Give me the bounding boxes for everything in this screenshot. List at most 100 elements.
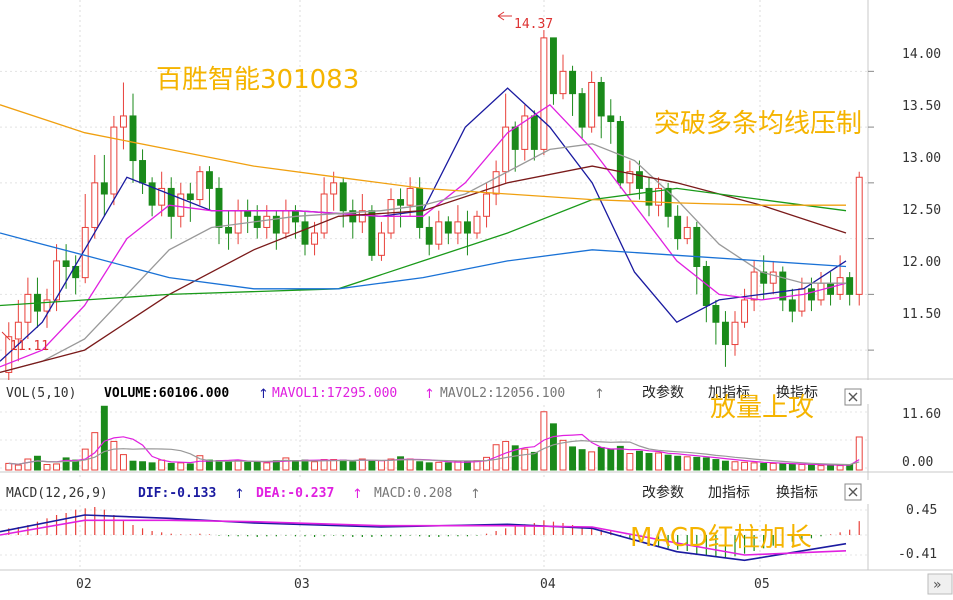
candle-body bbox=[597, 81, 605, 117]
candle-body bbox=[53, 260, 61, 301]
stock-title: 百胜智能301083 bbox=[156, 65, 359, 95]
vol-indicator-name[interactable]: VOL(5,10) bbox=[6, 386, 76, 401]
candle-body bbox=[511, 126, 519, 150]
x-tick: 05 bbox=[754, 577, 770, 592]
volume-bar bbox=[368, 460, 376, 471]
candle-body bbox=[693, 226, 701, 267]
volume-bar bbox=[129, 460, 137, 471]
vol-change-params-button[interactable]: 改参数 bbox=[642, 384, 684, 401]
vol-close-button[interactable] bbox=[844, 388, 862, 406]
up-arrow-icon: ↑ bbox=[352, 487, 363, 502]
candle-body bbox=[798, 288, 806, 312]
candle-body bbox=[24, 293, 32, 323]
low-marker: 11.11 bbox=[1, 331, 49, 354]
macd-change-params-button[interactable]: 改参数 bbox=[642, 484, 684, 501]
price-tick: 11.50 bbox=[902, 307, 941, 322]
candle-body bbox=[263, 215, 271, 228]
candle-body bbox=[569, 70, 577, 95]
volume-bar bbox=[43, 464, 51, 471]
candle-body bbox=[43, 299, 51, 312]
candle-body bbox=[397, 199, 405, 206]
low-price-label: 11.11 bbox=[10, 339, 49, 354]
candle-body bbox=[473, 215, 481, 234]
candle-body bbox=[712, 305, 720, 323]
price-tick: 12.00 bbox=[902, 255, 941, 270]
candle-body bbox=[272, 215, 280, 234]
candle-body bbox=[416, 187, 424, 228]
vol-mavol2-value: MAVOL2:12056.100 bbox=[440, 386, 565, 401]
ma5-line bbox=[0, 87, 847, 362]
candle-body bbox=[846, 277, 854, 295]
volume-bar bbox=[24, 458, 32, 471]
volume-bar bbox=[521, 448, 529, 471]
candle-body bbox=[855, 176, 863, 295]
volume-bar bbox=[167, 462, 175, 471]
candle-body bbox=[62, 260, 70, 267]
vol-mavol1-value: MAVOL1:17295.000 bbox=[272, 386, 397, 401]
macd-annotation: MACD红柱加长 bbox=[630, 523, 812, 553]
ma20-line bbox=[0, 143, 846, 374]
high-marker: 14.37 bbox=[497, 11, 553, 32]
candle-body bbox=[559, 70, 567, 95]
volume-bar bbox=[291, 460, 299, 471]
candle-body bbox=[578, 93, 586, 128]
volume-bar bbox=[358, 458, 366, 471]
x-axis: 02 03 04 05 bbox=[76, 577, 770, 592]
volume-annotation: 放量上攻 bbox=[710, 393, 814, 423]
volume-bar bbox=[177, 462, 185, 471]
macd-add-indicator-button[interactable]: 加指标 bbox=[708, 485, 750, 501]
macd-dif-value: DIF:-0.133 bbox=[138, 486, 216, 501]
candle-body bbox=[110, 126, 118, 195]
macd-indicator-name[interactable]: MACD(12,26,9) bbox=[6, 486, 108, 501]
volume-bar bbox=[435, 461, 443, 471]
candle-body bbox=[779, 271, 787, 301]
volume-y-axis: 11.60 0.00 bbox=[902, 407, 941, 470]
macd-tick: 0.45 bbox=[906, 503, 937, 518]
volume-bar bbox=[244, 461, 252, 471]
candle-body bbox=[368, 210, 376, 256]
candle-body bbox=[444, 221, 452, 234]
volume-bars bbox=[5, 405, 863, 471]
candle-body bbox=[435, 221, 443, 245]
macd-tick: -0.41 bbox=[898, 547, 937, 562]
moving-average-lines bbox=[0, 87, 847, 374]
vol-add-indicator-button[interactable]: 加指标 bbox=[708, 385, 750, 401]
candle-body bbox=[549, 37, 557, 95]
candle-body bbox=[588, 81, 596, 128]
macd-y-axis: 0.45 -0.41 bbox=[898, 503, 937, 562]
ma10-line bbox=[0, 103, 847, 368]
volume-bar bbox=[330, 459, 338, 471]
macd-histogram bbox=[0, 507, 860, 562]
mavol2-line bbox=[8, 439, 860, 466]
x-tick: 03 bbox=[294, 577, 310, 592]
macd-swap-indicator-button[interactable]: 换指标 bbox=[776, 484, 818, 501]
volume-bar bbox=[836, 465, 844, 471]
volume-bar bbox=[444, 462, 452, 471]
vol-swap-indicator-button[interactable]: 换指标 bbox=[776, 384, 818, 401]
candle-body bbox=[750, 271, 758, 301]
candle-body bbox=[244, 210, 252, 217]
volume-bar bbox=[712, 459, 720, 471]
up-arrow-icon: ↑ bbox=[234, 487, 245, 502]
macd-close-button[interactable] bbox=[844, 483, 862, 501]
candle-body bbox=[330, 182, 338, 195]
volume-bar bbox=[311, 461, 319, 471]
volume-bar bbox=[158, 459, 166, 471]
candle-body bbox=[5, 336, 13, 373]
candle-body bbox=[167, 187, 175, 217]
volume-bar bbox=[807, 464, 815, 471]
candle-body bbox=[129, 115, 137, 162]
arrow-left-icon bbox=[497, 11, 505, 21]
candle-body bbox=[339, 182, 347, 212]
volume-tick: 11.60 bbox=[902, 407, 941, 422]
volume-bar bbox=[683, 456, 691, 471]
candle-body bbox=[655, 187, 663, 206]
dea-line bbox=[0, 519, 847, 556]
up-arrow-icon: ↑ bbox=[424, 387, 435, 402]
scroll-right-button[interactable]: » bbox=[927, 573, 953, 595]
volume-bar bbox=[760, 462, 768, 471]
volume-bar bbox=[693, 456, 701, 471]
volume-bar bbox=[397, 456, 405, 471]
candle-body bbox=[454, 221, 462, 234]
